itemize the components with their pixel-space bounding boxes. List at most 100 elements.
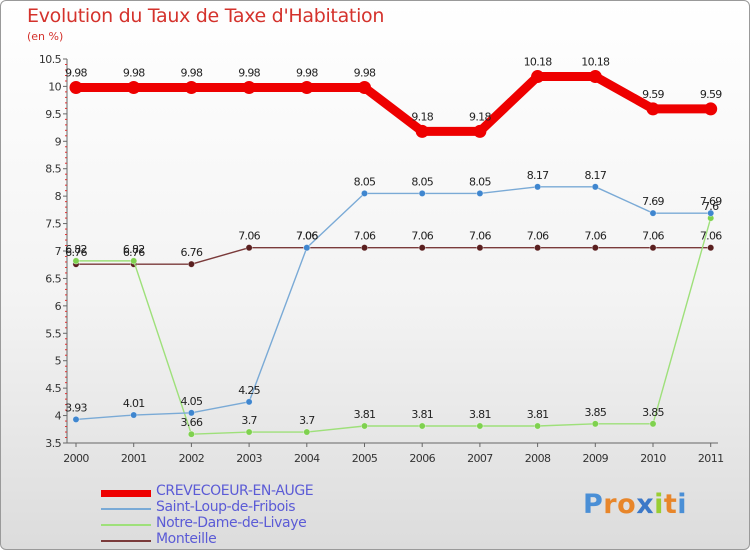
data-point — [476, 422, 484, 430]
chart-title: Evolution du Taux de Taxe d'Habitation — [27, 5, 385, 27]
data-label: 9.98 — [354, 67, 376, 80]
series-line-3 — [75, 247, 712, 265]
data-label: 10.18 — [581, 56, 610, 69]
data-point — [476, 189, 484, 197]
data-label: 7.06 — [642, 230, 664, 243]
data-point — [473, 124, 487, 138]
data-label: 8.17 — [527, 169, 549, 182]
data-label: 6.82 — [123, 243, 145, 256]
data-label: 3.81 — [469, 408, 491, 421]
logo-letter: x — [636, 489, 655, 520]
y-tick-label: 9 — [55, 135, 62, 148]
data-point — [72, 257, 80, 265]
data-label: 7.06 — [527, 230, 549, 243]
data-label: 6.76 — [65, 246, 87, 259]
series-layer — [69, 70, 718, 438]
data-label: 6.82 — [65, 243, 87, 256]
chart-axes: 3.5 4 4.5 5 5.5 6 6.5 7 7.5 8 8.5 9 9.5 10 10.5 2000 200… — [39, 53, 724, 465]
x-tick-label: 2000 — [63, 452, 89, 465]
x-tick-label: 2006 — [409, 452, 435, 465]
legend-swatch — [101, 524, 151, 526]
data-label: 3.66 — [181, 416, 203, 429]
data-point — [187, 430, 195, 438]
data-point — [418, 244, 426, 252]
data-label: 3.7 — [299, 414, 315, 427]
data-label: 9.98 — [123, 67, 145, 80]
data-label: 9.18 — [469, 110, 491, 123]
data-label: 7.06 — [700, 230, 722, 243]
data-point — [130, 411, 138, 419]
data-point — [415, 124, 429, 138]
legend-swatch — [101, 508, 151, 510]
legend-label: Saint-Loup-de-Fribois — [156, 499, 296, 515]
series-line-1 — [75, 186, 712, 421]
data-point — [476, 244, 484, 252]
data-label: 3.81 — [527, 408, 549, 421]
data-point — [649, 244, 657, 252]
data-label: 7.06 — [411, 230, 433, 243]
legend-label: Monteille — [156, 531, 217, 547]
data-label: 8.05 — [469, 175, 491, 188]
x-tick-label: 2004 — [294, 452, 320, 465]
data-label: 4.25 — [238, 384, 260, 397]
data-point — [184, 81, 198, 95]
x-tick-label: 2010 — [640, 452, 666, 465]
x-tick-label: 2011 — [698, 452, 724, 465]
data-point — [187, 260, 195, 268]
data-label: 7.06 — [296, 230, 318, 243]
x-tick-label: 2001 — [121, 452, 147, 465]
data-label: 3.93 — [65, 401, 87, 414]
data-label: 7.06 — [469, 230, 491, 243]
data-label: 6.76 — [123, 246, 145, 259]
y-tick-label: 10 — [48, 80, 61, 93]
y-tick-label: 8 — [55, 190, 62, 203]
y-tick-label: 5.5 — [45, 327, 61, 340]
data-label: 9.59 — [642, 88, 664, 101]
data-point — [303, 428, 311, 436]
legend-swatch — [101, 540, 151, 542]
data-point — [531, 70, 545, 84]
data-point — [245, 398, 253, 406]
logo-letter: i — [677, 489, 688, 520]
data-label: 7.69 — [700, 195, 722, 208]
logo-letter: o — [617, 489, 637, 520]
data-label: 8.05 — [411, 175, 433, 188]
data-label: 6.76 — [181, 246, 203, 259]
data-point — [360, 244, 368, 252]
data-label: 9.98 — [296, 67, 318, 80]
data-label: 8.05 — [354, 175, 376, 188]
data-point — [534, 244, 542, 252]
x-tick-label: 2003 — [236, 452, 262, 465]
legend-label: Notre-Dame-de-Livaye — [156, 515, 307, 531]
y-tick-label: 9.5 — [45, 108, 61, 121]
chart-unit: (en %) — [27, 30, 64, 43]
series-line-2 — [75, 217, 712, 435]
y-tick-label: 7 — [55, 245, 62, 258]
legend-swatch — [101, 490, 151, 497]
y-tick-label: 6 — [55, 300, 62, 313]
data-point — [591, 183, 599, 191]
data-label: 3.81 — [411, 408, 433, 421]
data-point — [245, 244, 253, 252]
data-label: 7.06 — [296, 230, 318, 243]
series-line-0 — [71, 72, 716, 136]
data-point — [242, 81, 256, 95]
data-label: 4.05 — [181, 395, 203, 408]
data-label: 4.01 — [123, 397, 145, 410]
y-tick-label: 8.5 — [45, 163, 61, 176]
data-label: 7.06 — [354, 230, 376, 243]
data-point — [418, 189, 426, 197]
data-point — [704, 102, 718, 116]
data-label: 3.85 — [584, 406, 606, 419]
data-label: 9.98 — [65, 67, 87, 80]
data-point — [707, 244, 715, 252]
brand-logo: Proxiti — [583, 489, 687, 520]
y-tick-label: 4 — [55, 410, 62, 423]
data-label: 3.81 — [354, 408, 376, 421]
data-label: 7.06 — [584, 230, 606, 243]
data-label: 9.59 — [700, 88, 722, 101]
x-tick-label: 2005 — [352, 452, 378, 465]
data-point — [646, 102, 660, 116]
